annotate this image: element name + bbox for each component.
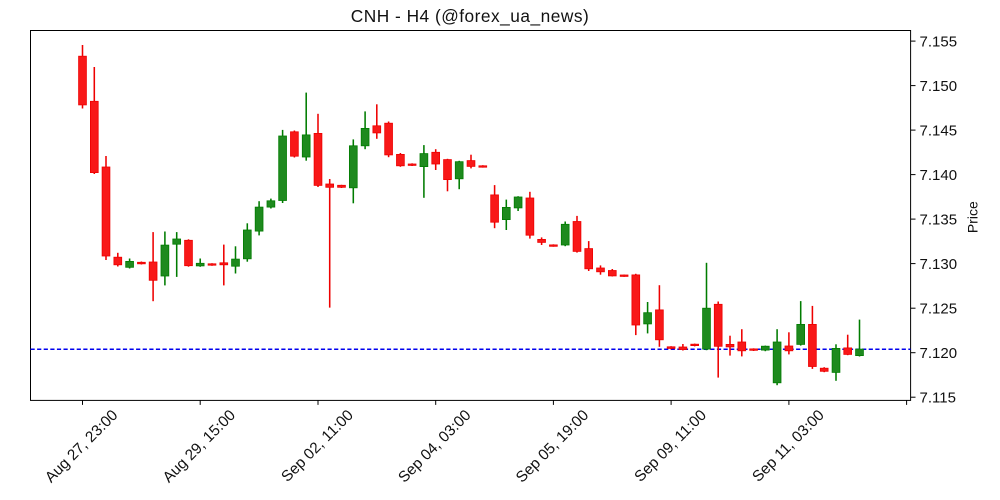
svg-text:CNH - H4 (@forex_ua_news): CNH - H4 (@forex_ua_news) xyxy=(351,6,589,26)
svg-text:Price: Price xyxy=(965,201,981,233)
svg-text:7.125: 7.125 xyxy=(920,300,958,317)
svg-text:7.150: 7.150 xyxy=(920,78,958,95)
svg-text:7.130: 7.130 xyxy=(920,256,958,273)
svg-text:7.115: 7.115 xyxy=(920,389,956,406)
svg-text:7.145: 7.145 xyxy=(920,122,958,139)
svg-text:7.155: 7.155 xyxy=(920,33,958,50)
svg-text:7.140: 7.140 xyxy=(920,167,958,184)
svg-text:7.135: 7.135 xyxy=(920,211,958,228)
svg-text:7.120: 7.120 xyxy=(920,345,958,362)
